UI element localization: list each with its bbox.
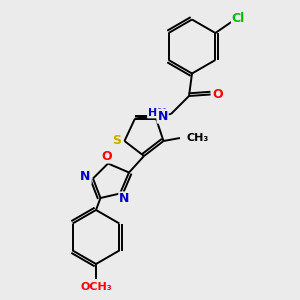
Text: N: N xyxy=(80,170,91,184)
Text: N: N xyxy=(119,192,130,206)
Text: O: O xyxy=(213,88,224,101)
Text: S: S xyxy=(112,134,122,148)
Text: Cl: Cl xyxy=(232,12,245,25)
Text: CH₃: CH₃ xyxy=(187,133,209,143)
Text: OCH₃: OCH₃ xyxy=(80,282,112,292)
Text: N: N xyxy=(158,110,168,123)
Text: O: O xyxy=(101,149,112,163)
Text: HN: HN xyxy=(148,107,167,118)
